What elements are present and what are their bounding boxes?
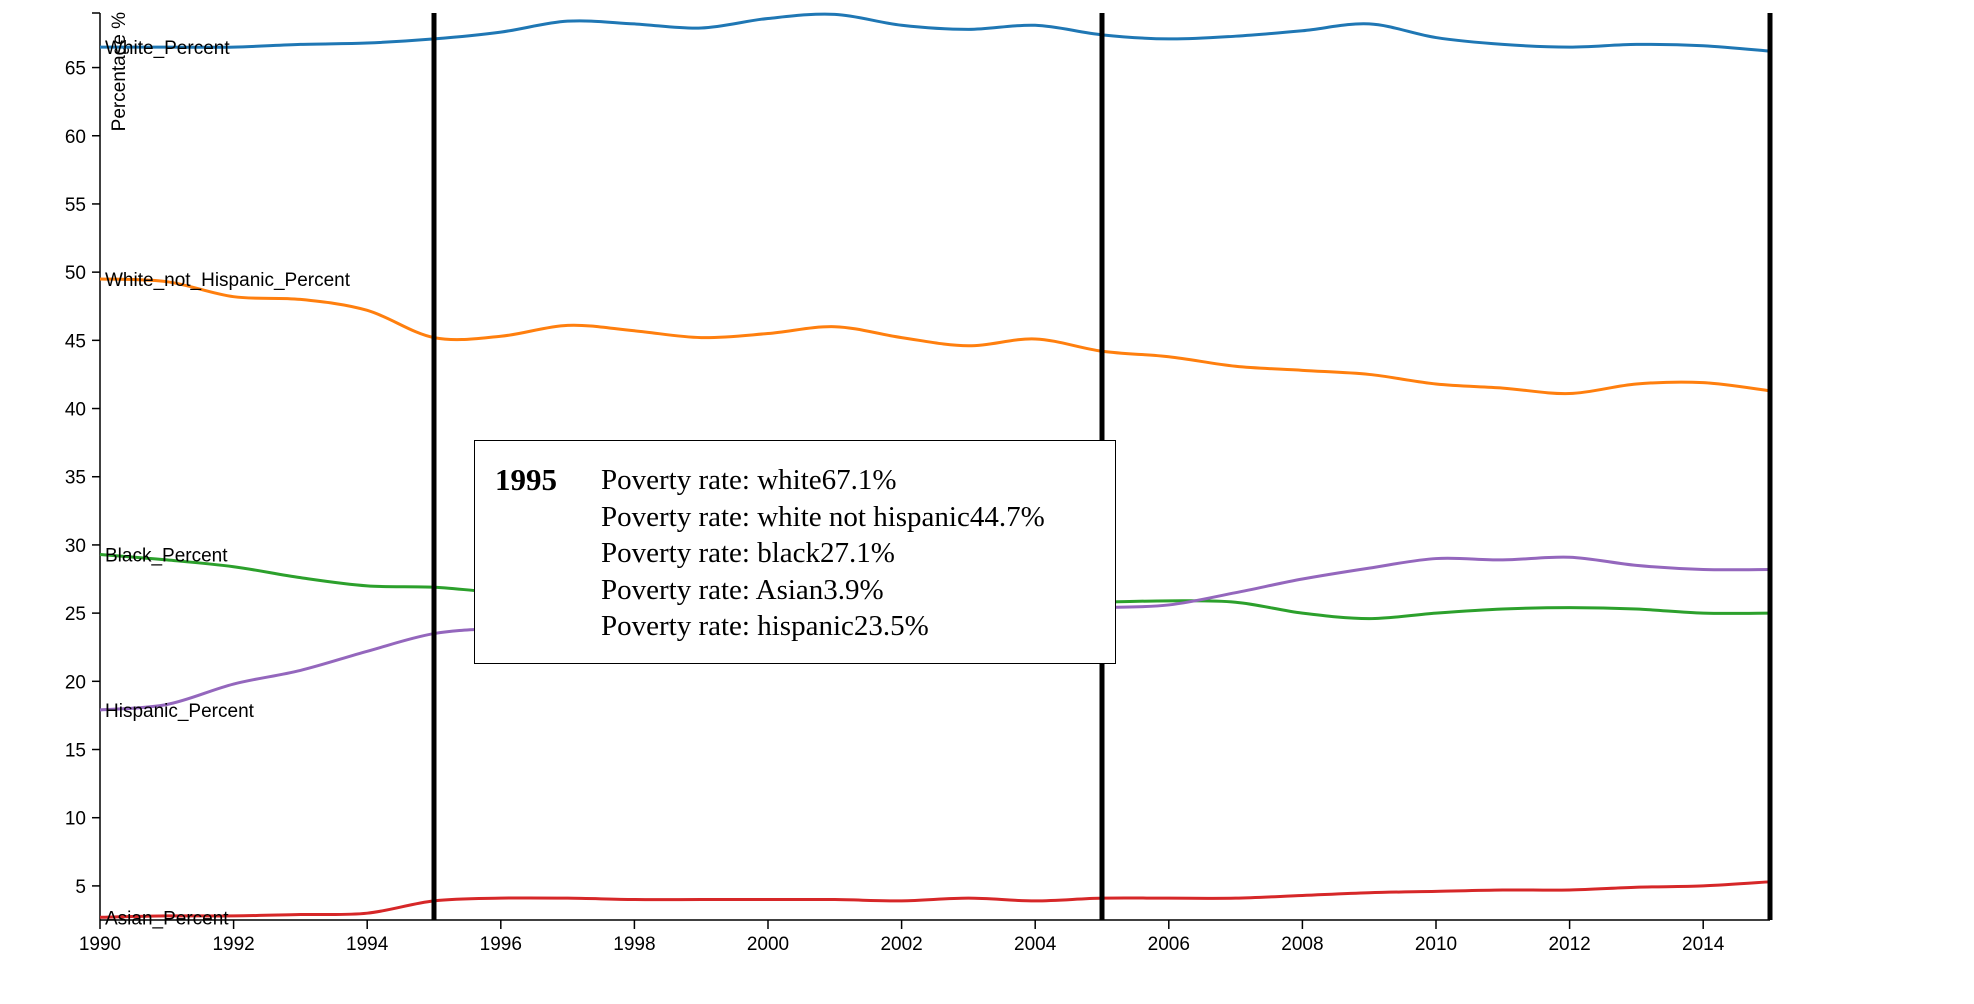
x-tick-label-2008: 2008 bbox=[1281, 934, 1323, 955]
series-label-hispanic-percent: Hispanic_Percent bbox=[105, 701, 255, 722]
x-tick-label-2012: 2012 bbox=[1548, 934, 1590, 955]
series-label-black-percent: Black_Percent bbox=[105, 545, 228, 566]
x-tick-label-1990: 1990 bbox=[79, 934, 121, 955]
series-line-white-percent bbox=[100, 12, 1771, 53]
x-tick-label-2014: 2014 bbox=[1682, 934, 1725, 955]
series-label-asian-percent: Asian_Percent bbox=[105, 908, 229, 929]
series-line-asian-percent bbox=[99, 880, 1771, 919]
y-tick-label-45: 45 bbox=[65, 331, 86, 352]
y-axis-title: Percentage % bbox=[109, 12, 130, 131]
tooltip-line-black: Poverty rate: black27.1% bbox=[601, 537, 895, 569]
x-tick-label-2002: 2002 bbox=[880, 934, 922, 955]
y-tick-label-15: 15 bbox=[65, 741, 86, 762]
series-label-white-percent: White_Percent bbox=[105, 38, 230, 59]
y-tick-label-10: 10 bbox=[65, 809, 86, 830]
x-tick-label-1996: 1996 bbox=[480, 934, 522, 955]
x-tick-label-2004: 2004 bbox=[1014, 934, 1057, 955]
tooltip-line-white: Poverty rate: white67.1% bbox=[601, 464, 897, 496]
tooltip-line-white-not-hispanic: Poverty rate: white not hispanic44.7% bbox=[601, 500, 1045, 533]
tooltip-line-hispanic: Poverty rate: hispanic23.5% bbox=[601, 610, 929, 642]
tooltip-line-asian: Poverty rate: Asian3.9% bbox=[601, 573, 884, 606]
y-tick-label-20: 20 bbox=[65, 672, 86, 693]
y-tick-label-60: 60 bbox=[65, 127, 86, 148]
y-tick-label-30: 30 bbox=[65, 536, 86, 557]
y-tick-label-40: 40 bbox=[65, 400, 86, 421]
y-tick-label-35: 35 bbox=[65, 468, 86, 489]
hover-tooltip: 1995 Poverty rate: white67.1% Poverty ra… bbox=[474, 440, 1116, 664]
x-tick-label-2000: 2000 bbox=[747, 934, 789, 955]
tooltip-year: 1995 bbox=[495, 462, 557, 497]
x-tick-label-2006: 2006 bbox=[1148, 934, 1190, 955]
y-tick-label-50: 50 bbox=[65, 263, 86, 284]
x-tick-label-1998: 1998 bbox=[613, 934, 655, 955]
y-tick-label-25: 25 bbox=[65, 604, 86, 625]
y-tick-label-5: 5 bbox=[75, 877, 86, 898]
y-tick-label-65: 65 bbox=[65, 59, 86, 80]
x-tick-label-2010: 2010 bbox=[1415, 934, 1457, 955]
series-label-white-not-hispanic-percent: White_not_Hispanic_Percent bbox=[105, 270, 351, 291]
y-tick-label-55: 55 bbox=[65, 195, 86, 216]
x-tick-label-1992: 1992 bbox=[212, 934, 254, 955]
x-tick-label-1994: 1994 bbox=[346, 934, 389, 955]
series-line-white-not-hispanic-percent bbox=[99, 277, 1771, 396]
tooltip-lines: Poverty rate: white67.1% Poverty rate: w… bbox=[601, 462, 1045, 645]
